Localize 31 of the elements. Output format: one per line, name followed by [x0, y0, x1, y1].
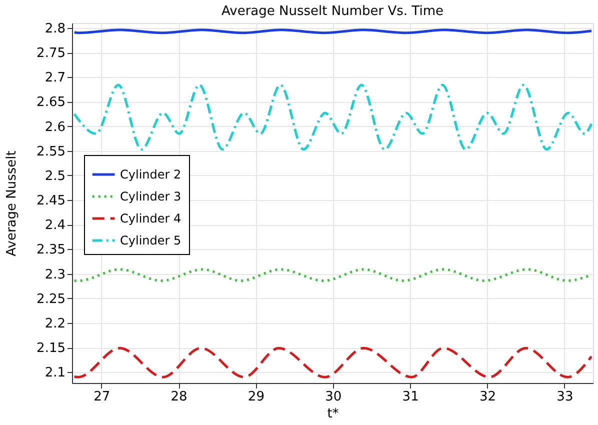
- line-series: [73, 84, 593, 151]
- x-tick-label: 27: [94, 390, 110, 404]
- y-tick-label: 2.8: [44, 21, 66, 36]
- y-tick-label: 2.15: [36, 341, 66, 356]
- legend-label: Cylinder 2: [120, 168, 182, 182]
- y-axis-title: Average Nusselt: [4, 150, 20, 256]
- x-axis-title: t*: [327, 406, 340, 422]
- y-tick-label: 2.6: [44, 120, 66, 135]
- x-tick-label: 32: [479, 390, 496, 404]
- y-tick-label: 2.75: [36, 46, 66, 62]
- y-tick-label: 2.35: [36, 242, 66, 258]
- legend-label: Cylinder 4: [120, 212, 182, 226]
- y-tick-label: 2.3: [44, 267, 66, 282]
- x-tick-label: 28: [170, 390, 188, 404]
- legend-label: Cylinder 3: [120, 190, 182, 204]
- y-tick-label: 2.5: [44, 168, 66, 184]
- y-tick-label: 2.55: [36, 144, 66, 160]
- y-tick-label: 2.45: [36, 194, 66, 209]
- y-tick-label: 2.1: [44, 366, 66, 381]
- y-tick-label: 2.2: [44, 316, 66, 332]
- legend-label: Cylinder 5: [120, 234, 182, 248]
- y-tick-label: 2.25: [36, 292, 66, 307]
- x-tick-label: 33: [556, 390, 574, 404]
- x-tick-label: 31: [402, 390, 419, 404]
- x-tick-label: 30: [325, 390, 342, 404]
- y-tick-label: 2.4: [44, 218, 66, 234]
- y-tick-label: 2.7: [44, 70, 66, 86]
- y-tick-label: 2.65: [36, 95, 66, 110]
- x-tick-label: 29: [248, 390, 264, 404]
- line-series: [73, 346, 593, 378]
- chart-title: Average Nusselt Number Vs. Time: [222, 4, 444, 19]
